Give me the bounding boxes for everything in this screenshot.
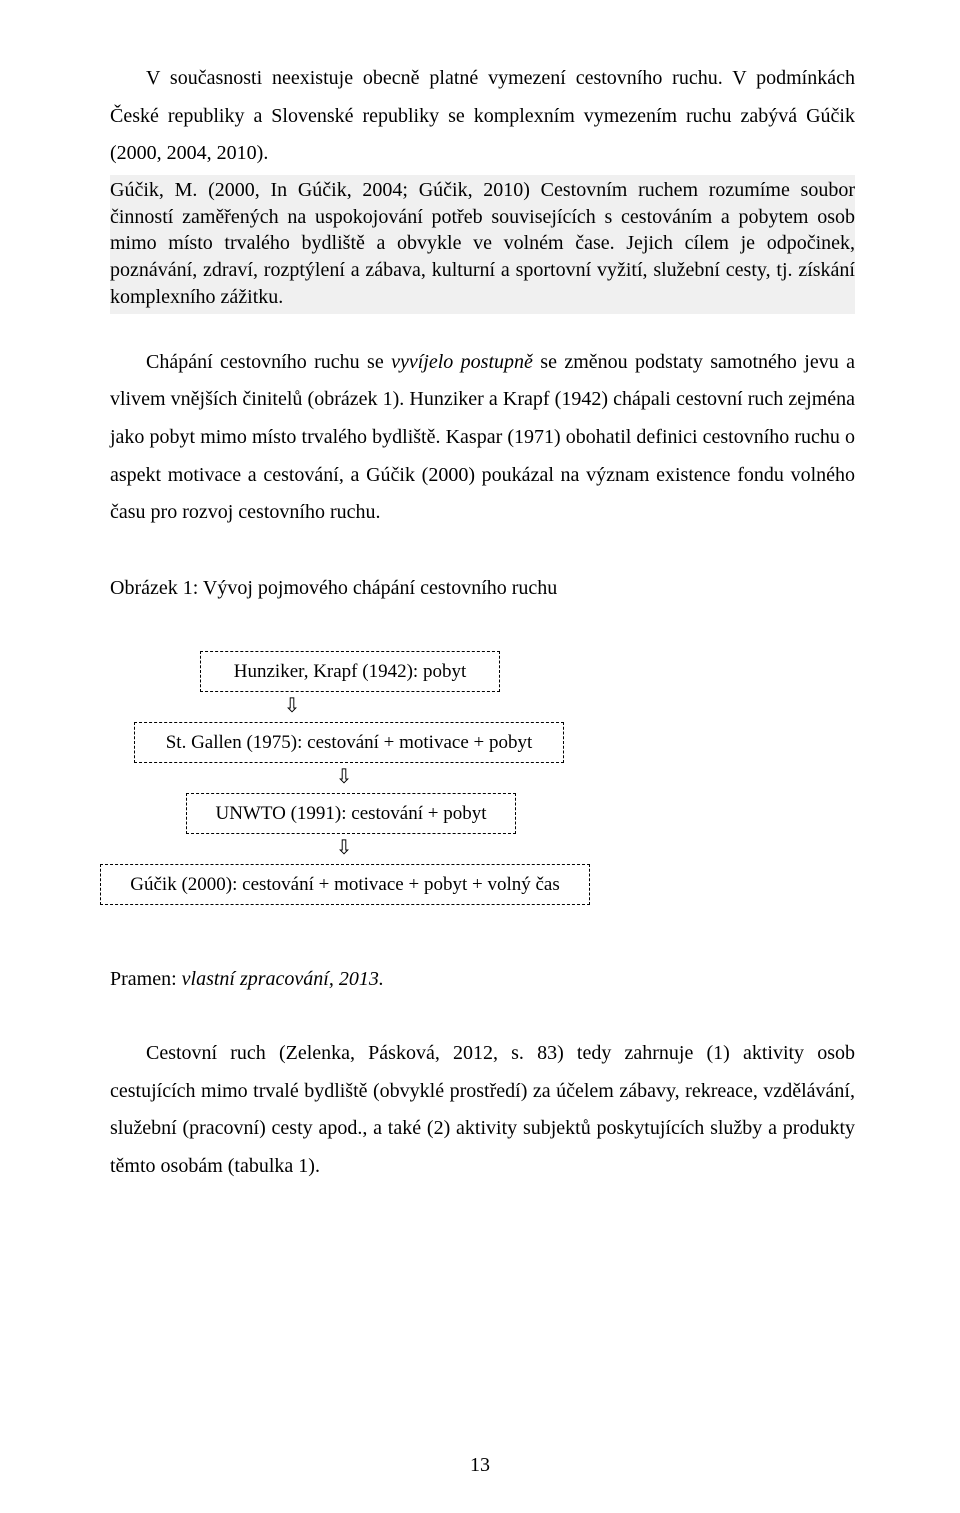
definition-quote: Gúčik, M. (2000, In Gúčik, 2004; Gúčik, … [110, 175, 855, 314]
figure-caption: Obrázek 1: Vývoj pojmového chápání cesto… [110, 570, 855, 608]
down-arrow-icon: ⇩ [332, 767, 356, 787]
paragraph-2-post: se změnou podstaty samotného jevu a vliv… [110, 351, 855, 523]
source-text: vlastní zpracování, 2013. [182, 968, 384, 990]
flowchart-node-2: St. Gallen (1975): cestování + motivace … [134, 722, 564, 763]
flowchart-node-1: Hunziker, Krapf (1942): pobyt [200, 651, 500, 692]
paragraph-2-italic: vyvíjelo postupně [391, 351, 533, 373]
figure-source: Pramen: vlastní zpracování, 2013. [110, 961, 855, 999]
paragraph-3-text: Cestovní ruch (Zelenka, Pásková, 2012, s… [110, 1035, 855, 1185]
paragraph-2: Chápání cestovního ruchu se vyvíjelo pos… [110, 344, 855, 532]
concept-flowchart: Hunziker, Krapf (1942): pobyt ⇩ St. Gall… [122, 651, 622, 905]
paragraph-2-text: Chápání cestovního ruchu se vyvíjelo pos… [110, 344, 855, 532]
paragraph-1: V současnosti neexistuje obecně platné v… [110, 60, 855, 173]
flowchart-node-4: Gúčik (2000): cestování + motivace + pob… [100, 864, 590, 905]
paragraph-1-text: V současnosti neexistuje obecně platné v… [110, 60, 855, 173]
flowchart-node-3: UNWTO (1991): cestování + pobyt [186, 793, 516, 834]
paragraph-3: Cestovní ruch (Zelenka, Pásková, 2012, s… [110, 1035, 855, 1185]
down-arrow-icon: ⇩ [280, 696, 304, 716]
page: V současnosti neexistuje obecně platné v… [0, 0, 960, 1513]
down-arrow-icon: ⇩ [332, 838, 356, 858]
page-number: 13 [0, 1454, 960, 1477]
paragraph-2-pre: Chápání cestovního ruchu se [146, 351, 391, 373]
source-label: Pramen: [110, 968, 182, 990]
